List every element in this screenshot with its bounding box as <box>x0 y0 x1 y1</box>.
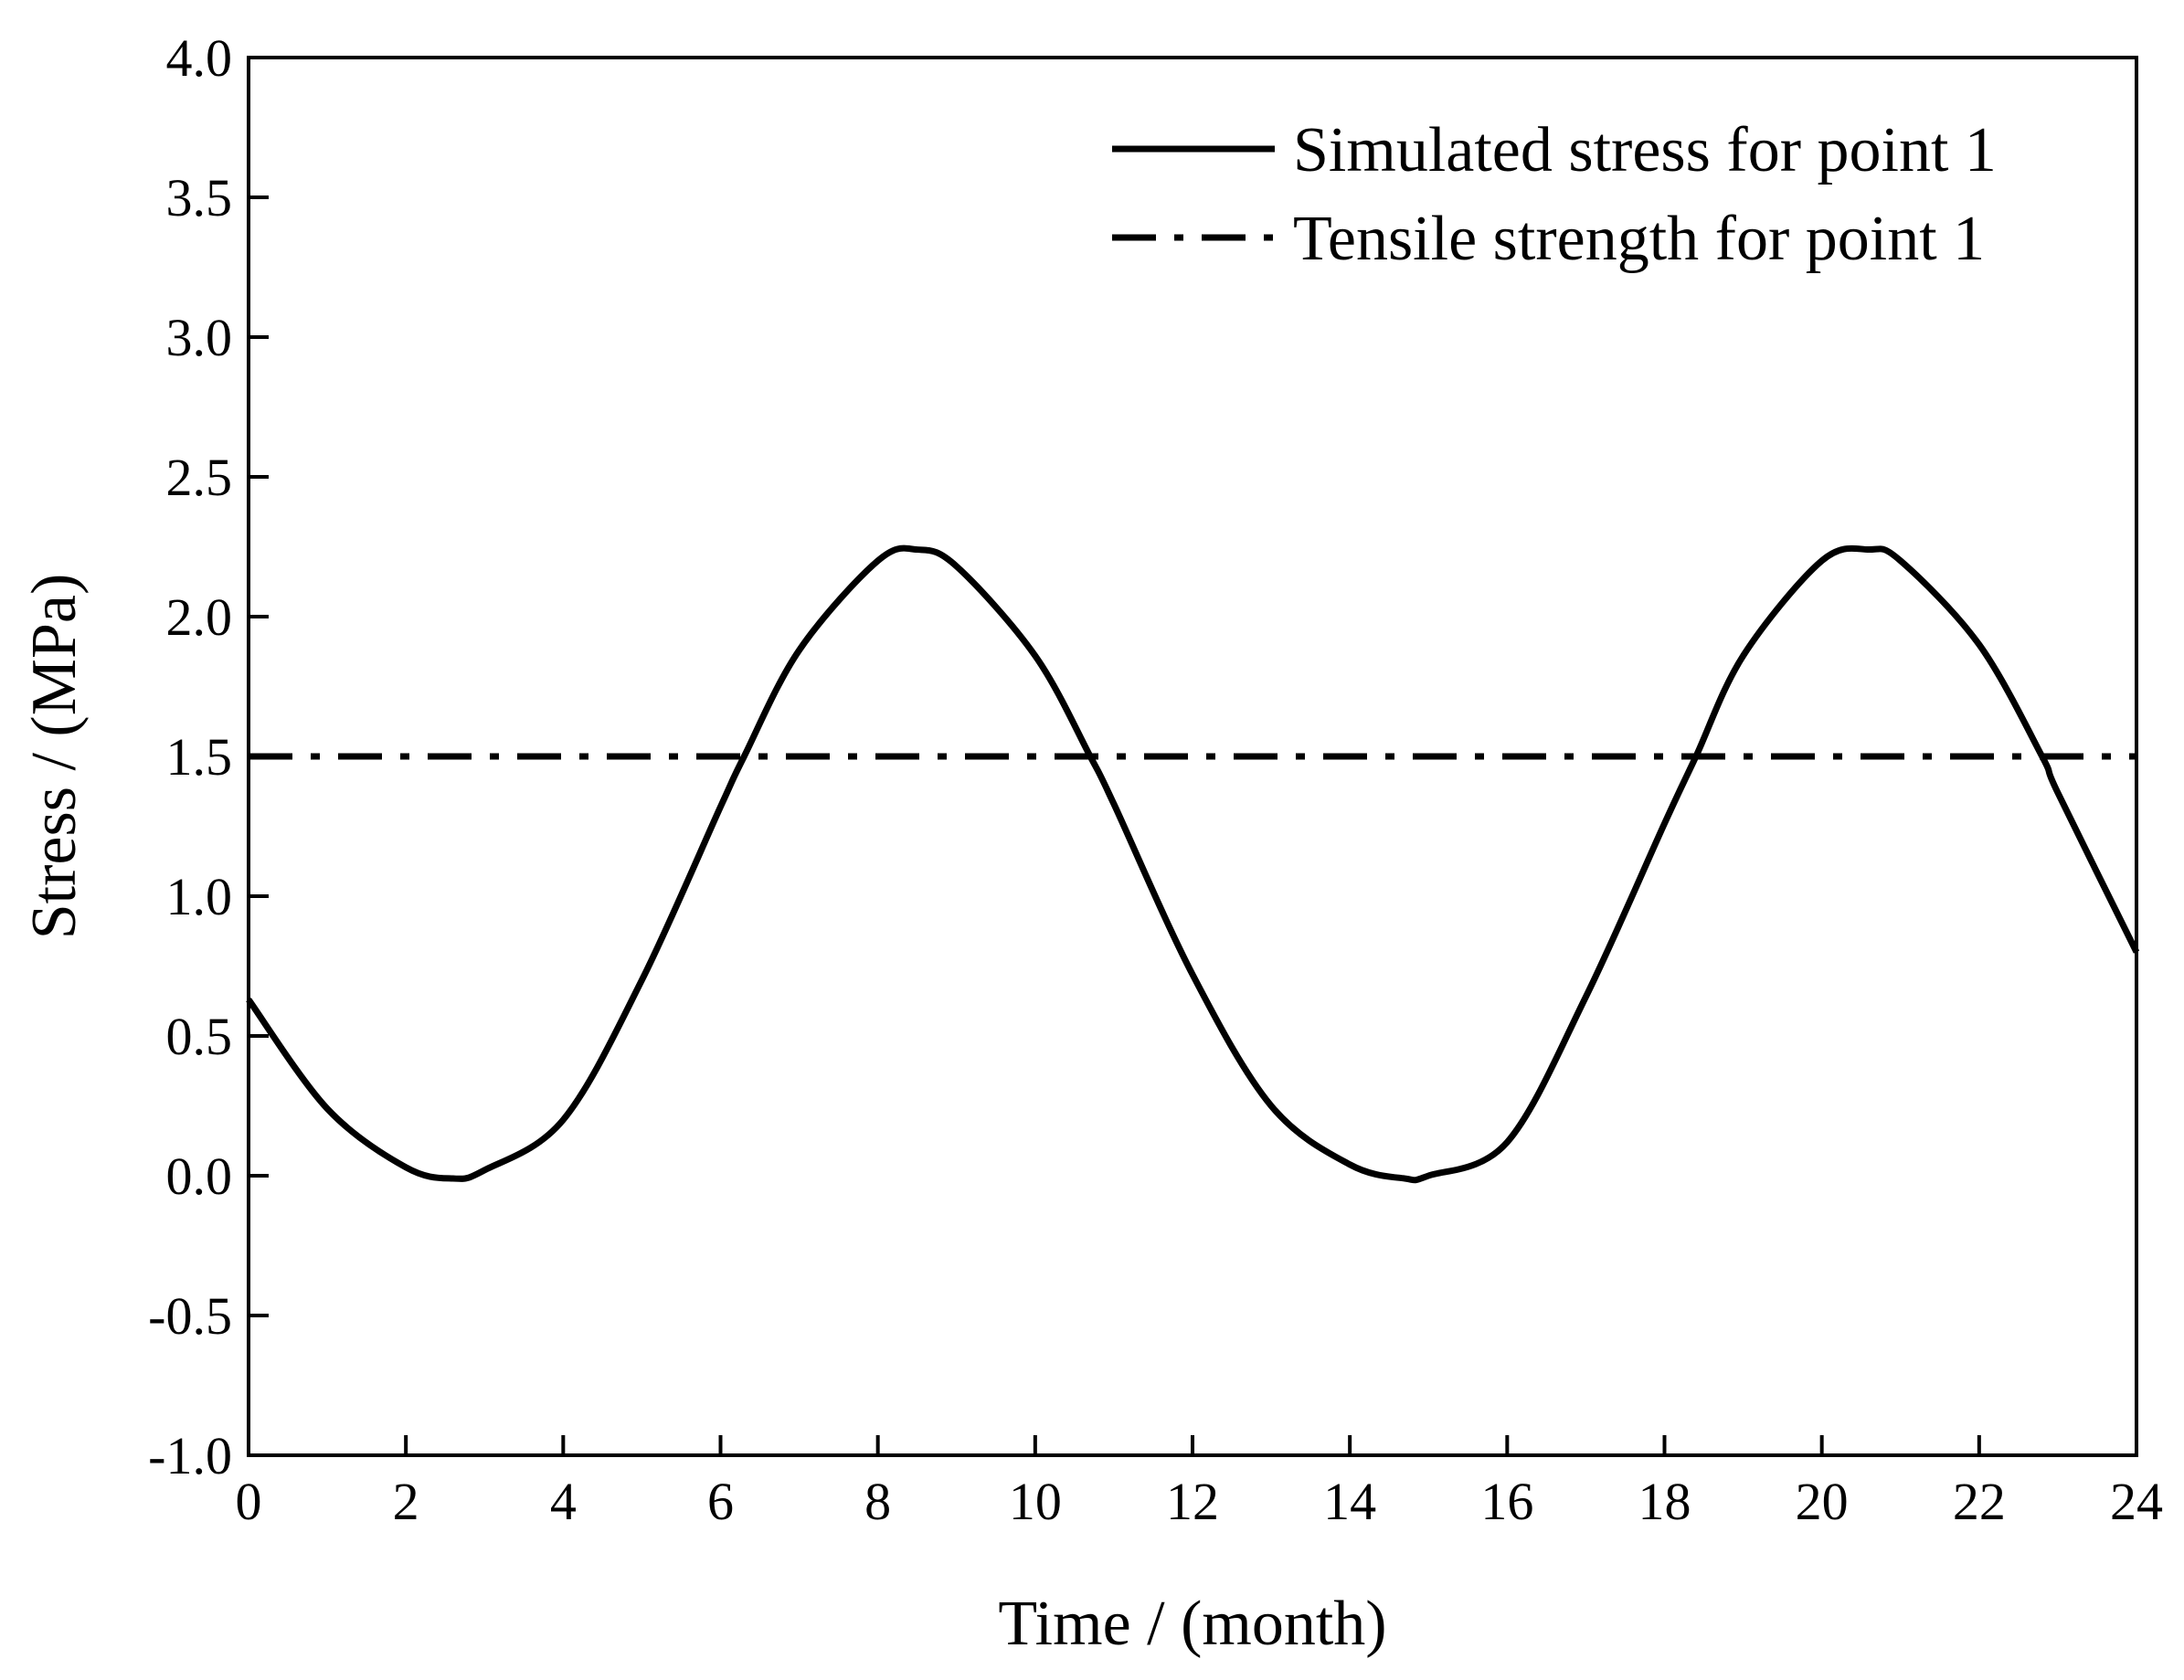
x-tick-label: 4 <box>550 1472 577 1531</box>
y-tick-label: -1.0 <box>148 1426 232 1485</box>
x-tick-label: 18 <box>1638 1472 1691 1531</box>
y-tick-label: 3.5 <box>166 168 233 227</box>
x-tick-label: 8 <box>864 1472 891 1531</box>
x-tick-label: 22 <box>1953 1472 2006 1531</box>
y-axis-label: Stress / (MPa) <box>19 574 90 940</box>
series-layer <box>246 544 2140 1184</box>
y-tick-label: -0.5 <box>148 1286 232 1346</box>
series-line-simulated-stress <box>246 544 2140 1184</box>
ticks-layer: 0 2 4 6 8 10 12 14 16 18 20 22 24-1.0-0.50.00.51.01.… <box>148 28 2163 1531</box>
y-tick-label: 2.5 <box>166 448 233 507</box>
y-tick-label: 1.0 <box>166 867 233 926</box>
y-tick-label: 1.5 <box>166 727 233 787</box>
y-tick-label: 3.0 <box>166 308 233 367</box>
x-tick-label: 2 <box>393 1472 419 1531</box>
y-tick-label: 2.0 <box>166 587 233 647</box>
y-tick-label: 4.0 <box>166 28 233 88</box>
y-tick-label: 0.0 <box>166 1146 233 1206</box>
x-tick-label: 10 <box>1009 1472 1062 1531</box>
x-tick-label: 12 <box>1166 1472 1219 1531</box>
x-axis-label: Time / (month) <box>998 1589 1386 1659</box>
x-tick-label: 20 <box>1796 1472 1849 1531</box>
legend-label: Simulated stress for point 1 <box>1293 115 1997 185</box>
x-tick-label: 6 <box>707 1472 734 1531</box>
x-tick-label: 24 <box>2110 1472 2163 1531</box>
x-tick-label: 14 <box>1323 1472 1376 1531</box>
legend: Simulated stress for point 1 Tensile stre… <box>1112 115 1997 274</box>
plot-frame <box>247 56 2138 1457</box>
y-tick-label: 0.5 <box>166 1007 233 1066</box>
x-tick-label: 16 <box>1480 1472 1533 1531</box>
legend-label: Tensile strength for point 1 <box>1293 204 1985 274</box>
x-tick-label: 0 <box>236 1472 262 1531</box>
